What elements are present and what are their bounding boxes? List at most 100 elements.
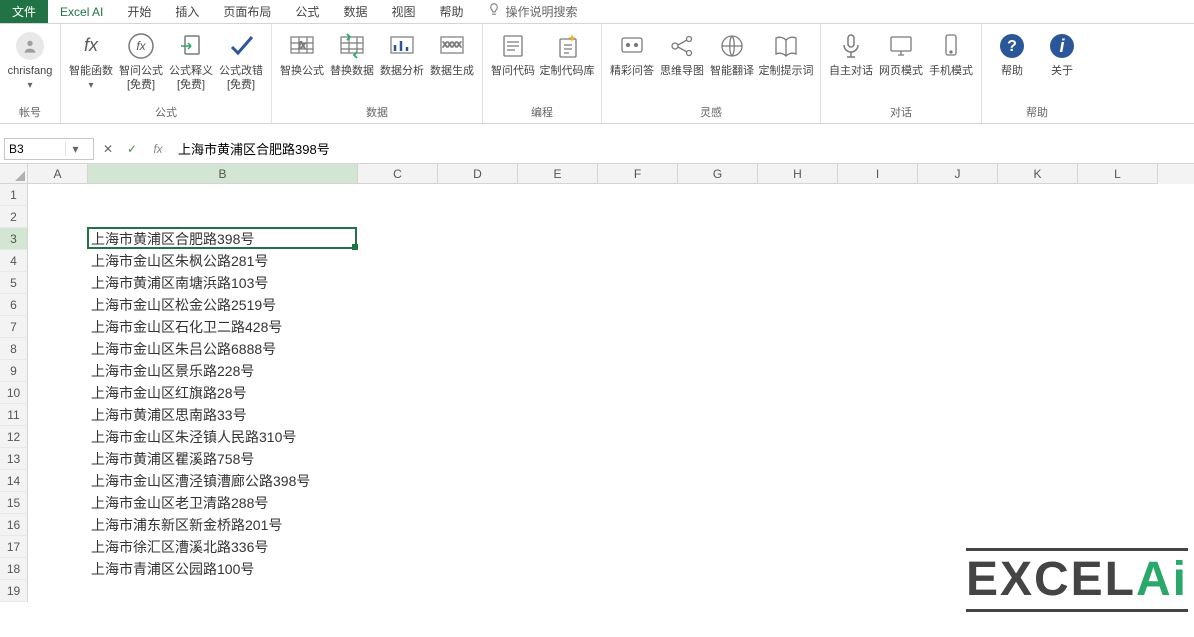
ask-formula-button[interactable]: fx 智问公式 [免费] — [117, 26, 165, 92]
cell[interactable]: 上海市金山区朱吕公路6888号 — [88, 338, 279, 360]
replace-data-label: 替换数据 — [330, 64, 374, 78]
row-header-13[interactable]: 13 — [0, 448, 28, 470]
row-header-1[interactable]: 1 — [0, 184, 28, 206]
ask-formula-label: 智问公式 [免费] — [119, 64, 163, 92]
formula-input[interactable] — [174, 139, 1190, 158]
help-button[interactable]: ? 帮助 — [988, 26, 1036, 78]
col-header-K[interactable]: K — [998, 164, 1078, 184]
swap-formula-button[interactable]: fx 智换公式 — [278, 26, 326, 78]
tab-view[interactable]: 视图 — [379, 0, 427, 23]
group-label-inspire: 灵感 — [700, 102, 722, 121]
tab-formulas[interactable]: 公式 — [283, 0, 331, 23]
cell-grid[interactable]: 上海市黄浦区合肥路398号上海市金山区朱枫公路281号上海市黄浦区南塘浜路103… — [28, 184, 1194, 624]
generate-data-button[interactable]: XXXX 数据生成 — [428, 26, 476, 78]
tell-me-search[interactable]: 操作说明搜索 — [475, 0, 589, 23]
cell[interactable]: 上海市金山区漕泾镇漕廊公路398号 — [88, 470, 313, 492]
col-header-C[interactable]: C — [358, 164, 438, 184]
row-header-17[interactable]: 17 — [0, 536, 28, 558]
col-header-B[interactable]: B — [88, 164, 358, 184]
row-header-2[interactable]: 2 — [0, 206, 28, 228]
row-header-16[interactable]: 16 — [0, 514, 28, 536]
tab-layout[interactable]: 页面布局 — [211, 0, 283, 23]
cell[interactable]: 上海市金山区松金公路2519号 — [88, 294, 279, 316]
ask-code-button[interactable]: 智问代码 — [489, 26, 537, 78]
svg-text:?: ? — [1007, 38, 1017, 55]
row-header-18[interactable]: 18 — [0, 558, 28, 580]
cell[interactable]: 上海市浦东新区新金桥路201号 — [88, 514, 285, 536]
tab-help[interactable]: 帮助 — [427, 0, 475, 23]
name-box[interactable]: ▾ — [4, 138, 94, 160]
analyze-data-button[interactable]: 数据分析 — [378, 26, 426, 78]
cell[interactable]: 上海市青浦区公园路100号 — [88, 558, 257, 580]
cell[interactable]: 上海市金山区朱泾镇人民路310号 — [88, 426, 299, 448]
cell[interactable]: 上海市黄浦区南塘浜路103号 — [88, 272, 271, 294]
name-box-input[interactable] — [5, 142, 65, 156]
chevron-down-icon: ▾ — [27, 80, 32, 91]
fix-formula-button[interactable]: 公式改错 [免费] — [217, 26, 265, 92]
col-header-H[interactable]: H — [758, 164, 838, 184]
grid-fx-icon: fx — [286, 30, 318, 62]
col-header-I[interactable]: I — [838, 164, 918, 184]
fx-label-icon[interactable]: fx — [146, 142, 170, 156]
col-header-F[interactable]: F — [598, 164, 678, 184]
mobile-mode-button[interactable]: 手机模式 — [927, 26, 975, 78]
row-header-9[interactable]: 9 — [0, 360, 28, 382]
row-header-19[interactable]: 19 — [0, 580, 28, 602]
tab-file[interactable]: 文件 — [0, 0, 48, 23]
group-label-account: 帐号 — [19, 102, 41, 121]
col-header-L[interactable]: L — [1078, 164, 1158, 184]
cell[interactable]: 上海市金山区老卫清路288号 — [88, 492, 271, 514]
col-header-G[interactable]: G — [678, 164, 758, 184]
mindmap-icon — [666, 30, 698, 62]
col-header-A[interactable]: A — [28, 164, 88, 184]
row-header-10[interactable]: 10 — [0, 382, 28, 404]
select-all-corner[interactable] — [0, 164, 28, 184]
row-header-4[interactable]: 4 — [0, 250, 28, 272]
tab-data[interactable]: 数据 — [331, 0, 379, 23]
about-button[interactable]: i 关于 — [1038, 26, 1086, 78]
explain-formula-button[interactable]: 公式释义 [免费] — [167, 26, 215, 92]
row-header-11[interactable]: 11 — [0, 404, 28, 426]
cell[interactable]: 上海市徐汇区漕溪北路336号 — [88, 536, 271, 558]
cell[interactable]: 上海市金山区景乐路228号 — [88, 360, 257, 382]
info-icon: i — [1046, 30, 1078, 62]
tab-excel-ai[interactable]: Excel AI — [48, 0, 115, 23]
tab-insert[interactable]: 插入 — [163, 0, 211, 23]
row-header-8[interactable]: 8 — [0, 338, 28, 360]
tab-home[interactable]: 开始 — [115, 0, 163, 23]
cell[interactable]: 上海市金山区红旗路28号 — [88, 382, 250, 404]
col-header-E[interactable]: E — [518, 164, 598, 184]
about-label: 关于 — [1051, 64, 1073, 78]
check-icon — [225, 30, 257, 62]
translate-button[interactable]: 智能翻译 — [708, 26, 756, 78]
group-talk: 自主对话 网页模式 手机模式 对话 — [821, 24, 982, 123]
cell[interactable]: 上海市金山区朱枫公路281号 — [88, 250, 271, 272]
cell[interactable]: 上海市黄浦区思南路33号 — [88, 404, 250, 426]
row-header-3[interactable]: 3 — [0, 228, 28, 250]
smart-function-button[interactable]: fx 智能函数 ▾ — [67, 26, 115, 91]
col-header-J[interactable]: J — [918, 164, 998, 184]
qa-button[interactable]: 精彩问答 — [608, 26, 656, 78]
cell[interactable]: 上海市黄浦区合肥路398号 — [88, 228, 257, 250]
mindmap-button[interactable]: 思维导图 — [658, 26, 706, 78]
row-header-7[interactable]: 7 — [0, 316, 28, 338]
cancel-icon[interactable]: ✕ — [98, 139, 118, 159]
replace-data-button[interactable]: 替换数据 — [328, 26, 376, 78]
row-header-14[interactable]: 14 — [0, 470, 28, 492]
row-header-12[interactable]: 12 — [0, 426, 28, 448]
name-box-dropdown[interactable]: ▾ — [65, 142, 85, 156]
prompt-button[interactable]: 定制提示词 — [758, 26, 814, 78]
cell[interactable]: 上海市金山区石化卫二路428号 — [88, 316, 285, 338]
row-header-6[interactable]: 6 — [0, 294, 28, 316]
code-lib-button[interactable]: 定制代码库 — [539, 26, 595, 78]
tab-strip: 文件 Excel AI 开始 插入 页面布局 公式 数据 视图 帮助 操作说明搜… — [0, 0, 1194, 24]
cell[interactable]: 上海市黄浦区瞿溪路758号 — [88, 448, 257, 470]
row-header-5[interactable]: 5 — [0, 272, 28, 294]
col-header-D[interactable]: D — [438, 164, 518, 184]
web-mode-button[interactable]: 网页模式 — [877, 26, 925, 78]
self-chat-button[interactable]: 自主对话 — [827, 26, 875, 78]
account-button[interactable]: chrisfang ▾ — [6, 26, 54, 91]
enter-icon[interactable]: ✓ — [122, 139, 142, 159]
fx-circle-icon: fx — [125, 30, 157, 62]
row-header-15[interactable]: 15 — [0, 492, 28, 514]
